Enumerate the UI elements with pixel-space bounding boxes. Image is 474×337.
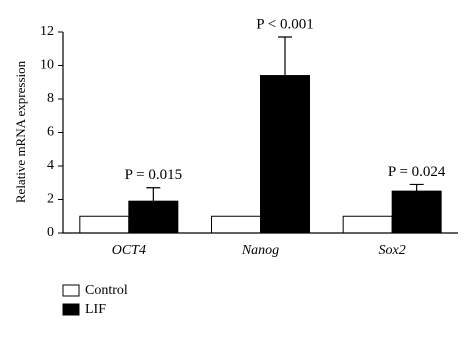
legend-label: Control [85,283,128,298]
y-tick-label: 12 [40,24,54,39]
annotation: P < 0.001 [256,16,314,32]
bar [342,215,393,234]
legend-swatch [62,303,80,316]
legend-label: LIF [85,302,106,317]
annotation: P = 0.015 [125,167,183,183]
bar [79,215,130,234]
x-tick-label: OCT4 [112,243,146,258]
x-tick-label: Nanog [241,243,279,258]
y-axis-label: Relative mRNA expression [13,60,28,203]
y-tick-label: 10 [40,58,54,73]
bar [128,200,179,234]
legend-swatch [62,284,80,297]
y-tick-label: 2 [47,192,54,207]
y-tick-label: 0 [47,225,54,240]
error-bar [409,183,424,192]
y-tick-label: 8 [47,91,54,106]
y-tick-label: 4 [47,158,54,173]
error-bar [278,36,292,76]
annotation: P = 0.024 [388,164,446,180]
error-bar [146,187,161,202]
y-tick-label: 6 [47,125,54,140]
bar [211,215,261,234]
bar [391,190,442,234]
x-tick-label: Sox2 [379,243,406,258]
bar [260,75,310,234]
